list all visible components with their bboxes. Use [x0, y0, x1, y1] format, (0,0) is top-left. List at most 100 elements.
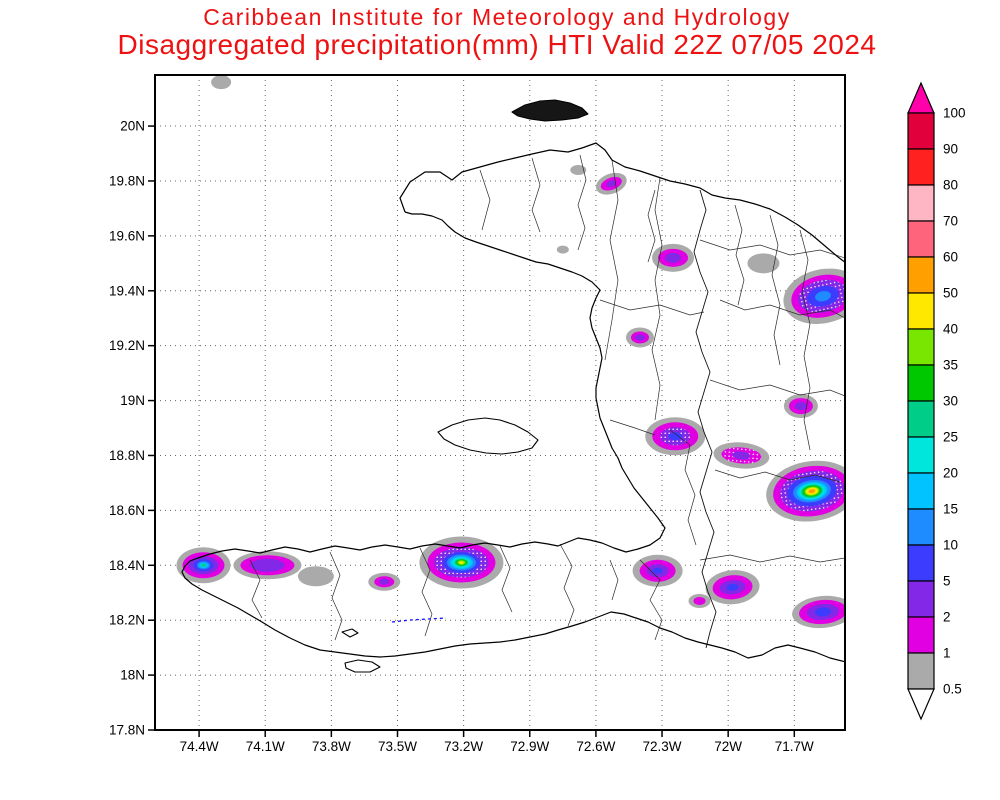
precip-cell-blob-21: [747, 253, 780, 274]
org-title: Caribbean Institute for Meteorology and …: [203, 4, 790, 30]
interior-boundary-line: [651, 177, 663, 421]
precip-cell-blob-14: [297, 566, 334, 587]
interior-boundary-line: [799, 229, 811, 451]
precip-cell-blob-4: [652, 243, 695, 272]
interior-boundary-line: [577, 154, 587, 251]
precip-ring: [815, 291, 831, 302]
interior-boundary-line: [699, 239, 844, 259]
precip-ring: [200, 563, 206, 567]
colorbar-segment: [907, 472, 935, 510]
interior-boundary-line: [669, 429, 697, 546]
colorbar: 100 90 80 70 60 50 40 35 30 25 20 15 10 5 2 1 0.5: [907, 81, 966, 721]
interior-boundary-line: [249, 559, 263, 619]
colorbar-segment: [907, 256, 935, 294]
precip-ring: [693, 596, 706, 605]
y-axis-label: 19.6N: [109, 228, 145, 243]
colorbar-label: 100: [943, 106, 966, 121]
precip-ring: [297, 566, 334, 587]
interior-boundary-line: [719, 299, 844, 318]
interior-boundary-line: [559, 543, 575, 627]
colorbar-segment: [907, 544, 935, 582]
colorbar-segment: [907, 400, 935, 438]
precip-cell-blob-11: [766, 460, 844, 522]
precip-ring: [634, 334, 645, 341]
y-axis-label: 18.6N: [109, 503, 145, 518]
island-outline: [437, 417, 539, 455]
colorbar-label: 2: [943, 610, 951, 625]
colorbar-segment: [907, 652, 935, 690]
colorbar-segment: [907, 616, 935, 654]
colorbar-label: 0.5: [943, 682, 962, 697]
chart-title: Disaggregated precipitation(mm) HTI Vali…: [118, 29, 877, 60]
x-axis-label: 74.1W: [246, 739, 285, 754]
interior-boundary-line: [714, 469, 841, 483]
precip-cell-blob-18: [705, 570, 760, 605]
colorbar-label: 25: [943, 430, 958, 445]
x-axis-label: 72W: [714, 739, 742, 754]
y-axis-label: 19.8N: [109, 173, 145, 188]
precip-cell-blob-17: [632, 554, 683, 587]
interior-boundary-line: [769, 214, 781, 366]
precip-ring: [459, 561, 464, 564]
precip-ring: [556, 245, 569, 254]
interior-boundary-line: [609, 559, 619, 601]
colorbar-label: 35: [943, 358, 958, 373]
precip-cell-blob-6: [783, 268, 844, 324]
x-axis-label: 72.6W: [576, 739, 615, 754]
grid-layer: 74.4W 74.1W 73.8W 73.5W 73.2W 72.9W 72.6W 72.3W…: [109, 75, 845, 754]
x-axis-label: 74.4W: [180, 739, 219, 754]
interior-boundary-line: [329, 551, 343, 641]
interior-boundary-line: [479, 169, 491, 231]
y-axis-label: 18.2N: [109, 613, 145, 628]
colorbar-label: 1: [943, 646, 951, 661]
colorbar-label: 15: [943, 502, 958, 517]
colorbar-segment: [907, 508, 935, 546]
precip-cell-blob-19: [792, 595, 844, 629]
chart-generated-layers: 74.4W 74.1W 73.8W 73.5W 73.2W 72.9W 72.6W 72.3W…: [109, 74, 966, 754]
precip-cell-blob-8: [783, 394, 818, 419]
precip-ring: [732, 451, 751, 460]
x-axis-label: 72.3W: [643, 739, 682, 754]
precip-ring: [794, 402, 807, 411]
colorbar-label: 30: [943, 394, 958, 409]
precip-shading-layer: [176, 76, 844, 629]
x-axis-label: 73.5W: [378, 739, 417, 754]
precip-cell-blob-10: [713, 442, 770, 469]
colorbar-label: 80: [943, 178, 958, 193]
precip-ring: [665, 252, 682, 263]
precip-ring: [379, 578, 390, 585]
colorbar-label: 5: [943, 574, 951, 589]
precip-cell-blob-9: [645, 417, 706, 456]
colorbar-over-arrow: [907, 81, 935, 114]
interior-boundary-line: [419, 547, 433, 637]
y-axis-label: 18.4N: [109, 558, 145, 573]
precip-ring: [747, 253, 780, 274]
island-outline: [511, 99, 589, 122]
interior-boundary-line: [531, 157, 541, 233]
country-border-line: [693, 189, 717, 649]
precip-cell-blob-15: [368, 572, 401, 591]
y-axis-label: 19.4N: [109, 283, 145, 298]
coastline: [181, 211, 844, 663]
colorbar-label: 10: [943, 538, 958, 553]
colorbar-label: 70: [943, 214, 958, 229]
map-layer: [181, 99, 844, 673]
y-axis-label: 19.2N: [109, 338, 145, 353]
colorbar-label: 20: [943, 466, 958, 481]
x-axis-label: 73.8W: [312, 739, 351, 754]
colorbar-segment: [907, 292, 935, 330]
precip-cell-blob-5: [556, 245, 569, 254]
island-outline: [341, 628, 359, 638]
precip-ring: [570, 164, 587, 175]
interior-boundary-line: [599, 299, 705, 316]
precip-ring: [652, 567, 663, 574]
colorbar-label: 50: [943, 286, 958, 301]
colorbar-segment: [907, 580, 935, 618]
precip-cell-blob-13: [233, 551, 302, 580]
colorbar-segment: [907, 184, 935, 222]
precip-cell-blob-2: [570, 164, 587, 175]
plot-frame: [154, 74, 846, 731]
precip-ring: [606, 180, 617, 188]
